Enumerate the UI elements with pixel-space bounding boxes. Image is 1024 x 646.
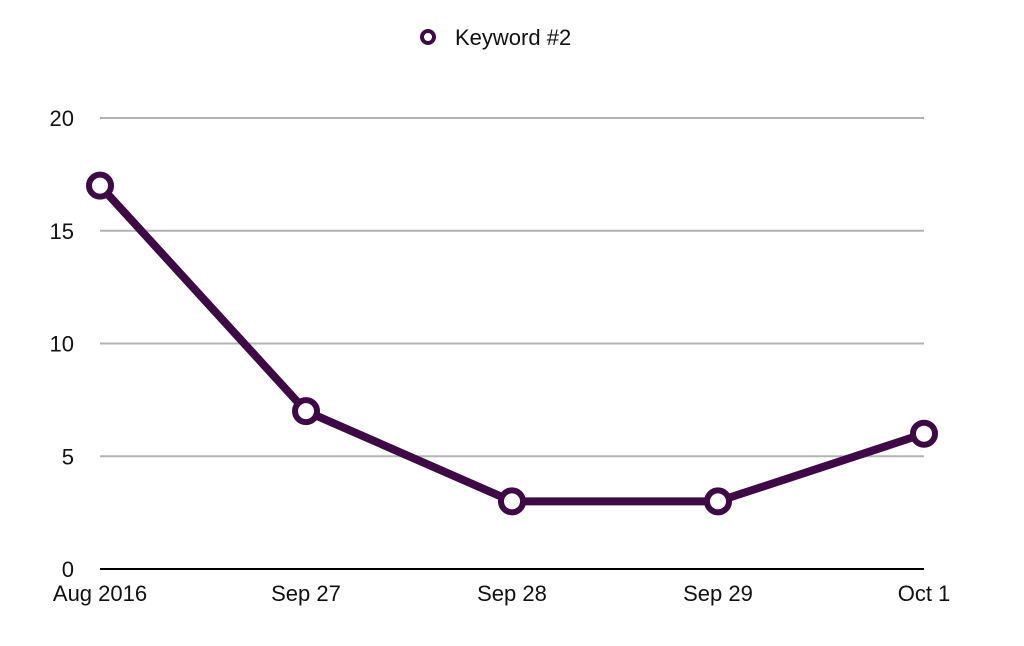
data-point-0-3: [704, 487, 732, 516]
x-tick-label-2: Sep 28: [477, 581, 547, 606]
legend: Keyword #2: [420, 25, 571, 50]
x-tick-label-0: Aug 2016: [53, 581, 147, 606]
y-tick-label-5: 5: [62, 444, 74, 469]
gridlines: [100, 117, 924, 458]
series-keyword-2: [86, 171, 938, 516]
axes: 0 5 10 15 20 Aug 2016 Sep 27 Sep 28 Sep 29 Oct 1: [50, 106, 951, 606]
y-tick-label-10: 10: [50, 332, 74, 357]
legend-marker: [420, 29, 436, 45]
legend-label-keyword-2: Keyword #2: [455, 25, 571, 50]
data-point-0-4: [910, 419, 938, 448]
data-point-0-0: [86, 171, 114, 200]
data-point-0-2: [498, 487, 526, 516]
y-tick-label-0: 0: [62, 557, 74, 582]
y-tick-label-15: 15: [50, 219, 74, 244]
y-tick-label-20: 20: [50, 106, 74, 131]
x-tick-label-1: Sep 27: [271, 581, 341, 606]
data-point-0-1: [292, 397, 320, 426]
x-tick-label-4: Oct 1: [898, 581, 951, 606]
x-tick-label-3: Sep 29: [683, 581, 753, 606]
